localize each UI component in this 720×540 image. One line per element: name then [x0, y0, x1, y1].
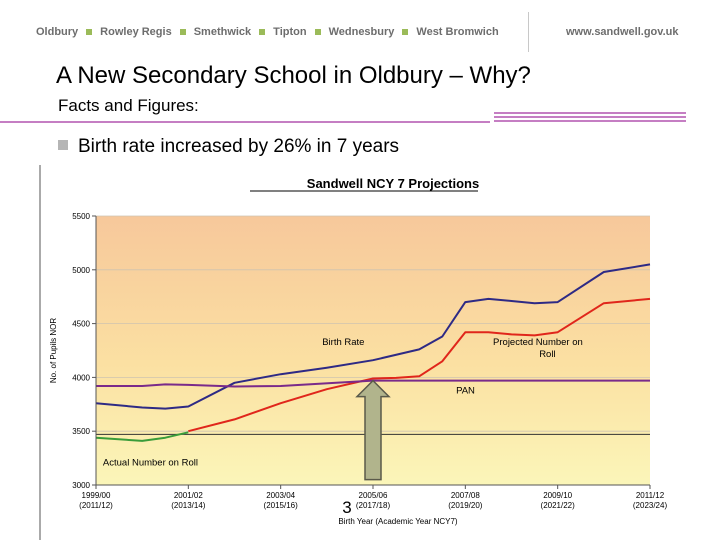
accent-bar	[494, 116, 686, 118]
slide-subtitle: Facts and Figures:	[58, 96, 199, 115]
nav-separator-square-icon	[314, 28, 321, 35]
series-line-birth-rate	[95, 263, 651, 410]
chart-annotation: PAN	[456, 386, 475, 397]
nav-separator-square-icon	[179, 28, 186, 35]
accent-bar	[494, 112, 686, 114]
x-tick-label: 2003/04	[266, 491, 295, 500]
accent-bar	[494, 120, 686, 122]
x-tick-label: (2011/12)	[79, 501, 113, 510]
slide-title: A New Secondary School in Oldbury – Why?	[56, 62, 531, 89]
bullet-point: Birth rate increased by 26% in 7 years	[58, 136, 399, 158]
x-tick-label: 2005/06	[359, 491, 388, 500]
series-line-pan	[96, 379, 650, 388]
chart-annotation: Projected Number on	[493, 337, 583, 348]
nav-separator-square-icon	[86, 28, 93, 35]
x-tick-label: 1999/00	[82, 491, 111, 500]
chart-annotation: Roll	[539, 349, 555, 360]
town-link[interactable]: Smethwick	[193, 26, 252, 38]
y-tick-label: 3000	[72, 481, 90, 490]
series-lines	[95, 263, 651, 442]
x-tick-label: (2019/20)	[448, 501, 483, 510]
town-link[interactable]: West Bromwich	[416, 26, 499, 38]
projection-chart: Birth Rate Projected Number on Roll PAN Actu…	[38, 165, 672, 540]
top-navigation: Oldbury Rowley Regis Smethwick Tipton Wednes…	[0, 0, 720, 58]
nav-separator-square-icon	[402, 28, 409, 35]
chart-annotation: Actual Number on Roll	[103, 458, 198, 469]
x-tick-label: 2009/10	[543, 491, 572, 500]
up-arrow-icon	[355, 379, 391, 481]
y-axis-label: No. of Pupils NOR	[49, 318, 58, 384]
page-number: 3	[342, 498, 351, 517]
town-link[interactable]: Tipton	[273, 26, 307, 38]
bullet-square-icon	[58, 140, 68, 150]
chart-annotation: Birth Rate	[322, 337, 364, 348]
x-tick-label: (2015/16)	[264, 501, 299, 510]
bullet-text: Birth rate increased by 26% in 7 years	[78, 136, 400, 157]
x-axis-label: Birth Year (Academic Year NCY7)	[338, 517, 458, 526]
town-link[interactable]: Oldbury	[36, 26, 79, 38]
series-line-actual-number-on-roll	[95, 431, 189, 442]
x-tick-label: (2013/14)	[171, 501, 206, 510]
nav-divider	[528, 12, 529, 52]
accent-bars	[494, 112, 686, 124]
x-tick-label: 2001/02	[174, 491, 203, 500]
x-tick-label: (2021/22)	[541, 501, 576, 510]
nav-separator-square-icon	[259, 28, 266, 35]
x-tick-label: (2023/24)	[633, 501, 668, 510]
y-tick-label: 5000	[72, 266, 90, 275]
town-link[interactable]: Wednesbury	[328, 26, 395, 38]
website-url[interactable]: www.sandwell.gov.uk	[566, 26, 679, 38]
x-tick-label: 2007/08	[451, 491, 480, 500]
axes: 3000 3500 4000 4500 5000 5500 1999/00(2011/12)…	[72, 212, 667, 510]
up-arrow-shape	[355, 379, 391, 481]
y-tick-label: 3500	[72, 427, 90, 436]
gridlines	[96, 215, 650, 432]
x-tick-label: (2017/18)	[356, 501, 391, 510]
y-tick-label: 4500	[72, 320, 90, 329]
town-link[interactable]: Rowley Regis	[100, 26, 172, 38]
x-tick-label: 2011/12	[636, 491, 665, 500]
y-tick-label: 4000	[72, 373, 90, 382]
town-links: Oldbury Rowley Regis Smethwick Tipton Wednes…	[36, 26, 503, 38]
chart-title: Sandwell NCY 7 Projections	[307, 176, 479, 191]
series-line-projected-number-on-roll	[188, 297, 651, 433]
y-tick-label: 5500	[72, 212, 90, 221]
subtitle-underline	[0, 121, 490, 123]
